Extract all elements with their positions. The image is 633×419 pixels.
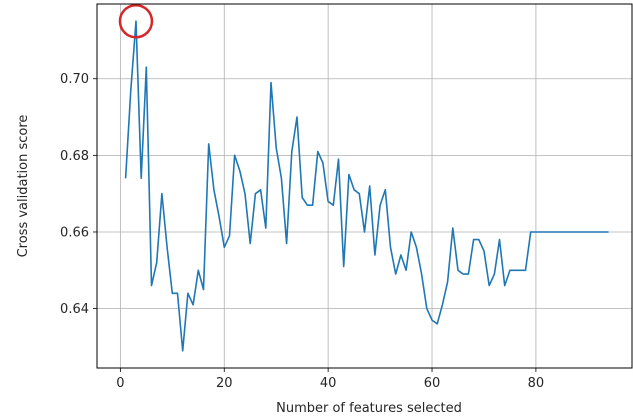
highlight-layer — [118, 3, 154, 39]
plot-frame — [96, 3, 633, 369]
x-tick-label: 60 — [424, 376, 441, 391]
x-tick-label: 0 — [116, 376, 124, 391]
y-tick-label: 0.66 — [60, 225, 89, 240]
x-axis-label: Number of features selected — [276, 401, 462, 416]
series-layer — [124, 20, 609, 352]
x-tick-label: 20 — [216, 376, 233, 391]
y-tick-label: 0.64 — [60, 302, 89, 317]
y-tick-label: 0.70 — [60, 72, 89, 87]
x-tick-label: 80 — [528, 376, 545, 391]
max-score-highlight-circle — [118, 3, 154, 39]
x-tick-label: 40 — [320, 376, 337, 391]
plot-area — [97, 4, 632, 368]
x-axis-ticks: 0 20 40 60 80 — [116, 368, 544, 391]
y-tick-label: 0.68 — [60, 149, 89, 164]
y-axis-ticks: 0.64 0.66 0.68 0.70 — [60, 72, 97, 317]
y-axis-label: Cross validation score — [16, 115, 31, 258]
cv-score-line — [124, 20, 609, 352]
